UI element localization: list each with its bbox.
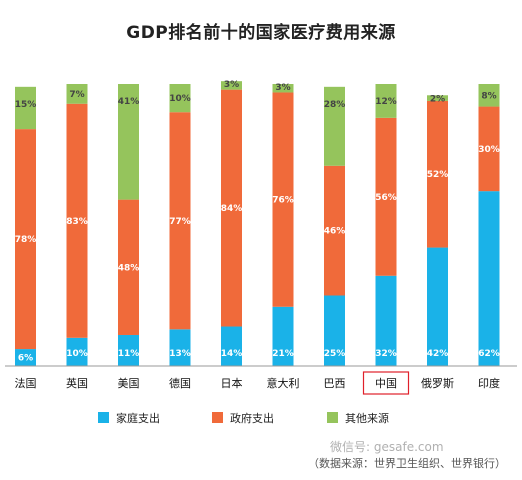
bar-segment-1 [169,329,191,366]
bar-segment-2 [221,89,242,327]
value-label: 3% [224,80,239,90]
bar-segment-1 [427,247,448,366]
bar-segment-3 [375,84,397,118]
value-label: 6% [18,354,33,364]
value-label: 41% [118,97,140,107]
category-label: 英国 [66,376,88,390]
value-label: 30% [478,145,500,155]
bar-segment-3 [221,81,242,90]
category-label: 俄罗斯 [421,377,454,390]
value-label: 48% [118,263,140,273]
category-label: 美国 [118,377,140,390]
value-label: 25% [324,349,346,359]
bar-segment-3 [118,84,139,200]
value-label: 21% [272,349,294,359]
value-label: 11% [118,349,140,359]
value-label: 52% [427,170,449,180]
bar-segment-2 [427,100,448,248]
value-label: 76% [272,196,294,206]
bar-segment-3 [324,86,345,166]
highlight-box [362,371,410,395]
bar-segment-2 [478,106,500,192]
category-label: 德国 [169,376,191,390]
value-label: 10% [66,349,88,359]
category-label: 法国 [15,376,37,390]
source-note: （数据来源：世界卫生组织、世界银行） [308,457,506,470]
bar-segment-3 [478,84,500,107]
bar-segment-1 [118,334,139,366]
legend-label: 其他来源 [345,411,389,425]
value-label: 56% [375,193,397,203]
bar-segment-3 [66,84,88,104]
bar-segment-3 [272,84,294,93]
value-label: 12% [375,97,397,107]
category-label: 日本 [221,376,243,390]
legend-swatch [98,412,109,423]
category-label: 印度 [478,376,500,390]
bar-segment-3 [169,84,191,113]
legend-swatch [212,412,223,423]
bar-segment-2 [375,117,397,276]
bar-segment-2 [118,199,139,335]
category-label: 意大利 [267,376,300,390]
value-label: 13% [169,349,191,359]
bar-segment-1 [324,295,345,366]
value-label: 42% [427,349,449,359]
bar-segment-2 [324,165,345,296]
bar-segment-1 [478,191,500,366]
value-label: 84% [221,204,243,214]
value-label: 8% [481,91,496,101]
bar-segment-1 [272,306,294,366]
value-label: 77% [169,217,191,227]
category-label: 巴西 [324,377,346,390]
bar-segment-1 [221,326,242,366]
value-label: 14% [221,349,243,359]
value-label: 7% [69,90,84,100]
value-label: 78% [15,235,37,245]
chart-title: GDP排名前十的国家医疗费用来源 [126,23,396,43]
watermark: 微信号: gesafe.com [330,440,444,454]
bar-segment-3 [427,95,448,101]
legend-swatch [327,412,338,423]
value-label: 15% [15,100,37,110]
value-label: 2% [430,94,445,104]
value-label: 46% [324,227,346,237]
bar-segment-3 [15,86,36,130]
bar-segment-2 [66,103,88,338]
value-label: 62% [478,349,500,359]
category-label: 中国 [375,377,397,390]
value-label: 10% [169,94,191,104]
bar-segment-1 [15,349,36,366]
value-label: 28% [324,100,346,110]
value-label: 83% [66,217,88,227]
value-label: 3% [275,83,290,93]
value-label: 32% [375,349,397,359]
bar-segment-1 [66,337,88,366]
bar-segment-2 [15,129,36,350]
bar-segment-1 [375,275,397,366]
legend-label: 政府支出 [230,411,274,425]
bar-segment-2 [169,112,191,330]
legend-label: 家庭支出 [116,411,160,425]
bar-segment-2 [272,92,294,307]
